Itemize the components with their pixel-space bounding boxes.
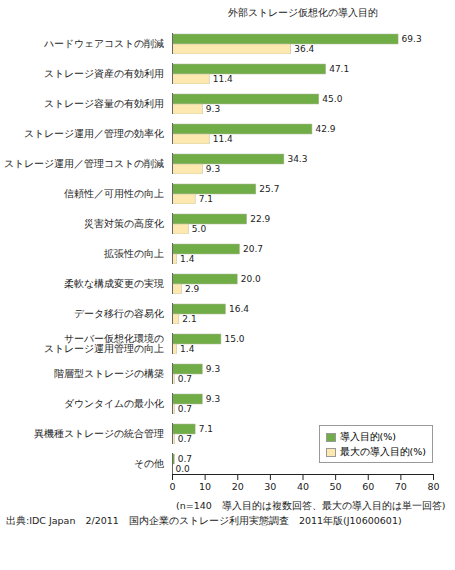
svg-text:11.4: 11.4: [213, 134, 233, 144]
svg-text:42.9: 42.9: [315, 124, 335, 134]
svg-text:25.7: 25.7: [259, 184, 279, 194]
svg-text:ストレージ運用／管理の効率化: ストレージ運用／管理の効率化: [24, 128, 164, 139]
svg-text:異機種ストレージの統合管理: 異機種ストレージの統合管理: [34, 428, 164, 439]
svg-text:22.9: 22.9: [250, 214, 270, 224]
svg-text:柔軟な構成変更の実現: 柔軟な構成変更の実現: [64, 278, 164, 289]
svg-text:9.3: 9.3: [206, 364, 220, 374]
svg-text:7.1: 7.1: [199, 424, 213, 434]
svg-text:45.0: 45.0: [322, 94, 342, 104]
svg-text:0.7: 0.7: [178, 434, 192, 444]
svg-text:40: 40: [297, 481, 309, 492]
svg-text:36.4: 36.4: [294, 44, 314, 54]
svg-text:0.7: 0.7: [178, 454, 192, 464]
svg-text:0: 0: [169, 481, 175, 492]
svg-text:34.3: 34.3: [287, 154, 307, 164]
svg-text:16.4: 16.4: [229, 304, 249, 314]
svg-text:データ移行の容易化: データ移行の容易化: [74, 308, 164, 319]
svg-text:7.1: 7.1: [199, 194, 213, 204]
svg-text:10: 10: [199, 481, 211, 492]
svg-text:47.1: 47.1: [329, 64, 349, 74]
svg-text:50: 50: [330, 481, 342, 492]
svg-text:15.0: 15.0: [224, 334, 244, 344]
svg-text:69.3: 69.3: [402, 34, 422, 44]
svg-text:拡張性の向上: 拡張性の向上: [104, 248, 164, 259]
svg-text:1.4: 1.4: [180, 344, 195, 354]
svg-text:信頼性／可用性の向上: 信頼性／可用性の向上: [64, 188, 164, 199]
svg-text:0.7: 0.7: [178, 404, 192, 414]
html-text:最大の導入目的(%): 最大の導入目的(%): [339, 446, 426, 457]
svg-text:9.3: 9.3: [206, 164, 220, 174]
svg-text:2.1: 2.1: [182, 314, 196, 324]
html-text:(n=140 導入目的は複数回答、最大の導入目的は単一回答): (n=140 導入目的は複数回答、最大の導入目的は単一回答): [176, 500, 446, 511]
svg-text:9.3: 9.3: [206, 394, 220, 404]
svg-text:20.7: 20.7: [243, 244, 263, 254]
svg-text:ストレージ資産の有効利用: ストレージ資産の有効利用: [44, 68, 164, 79]
svg-text:災害対策の高度化: 災害対策の高度化: [84, 218, 164, 229]
svg-text:2.9: 2.9: [185, 284, 200, 294]
svg-text:11.4: 11.4: [213, 74, 233, 84]
svg-text:0.7: 0.7: [178, 374, 192, 384]
svg-text:5.0: 5.0: [192, 224, 207, 234]
svg-text:9.3: 9.3: [206, 104, 220, 114]
svg-text:20.0: 20.0: [241, 274, 261, 284]
svg-text:80: 80: [427, 481, 439, 492]
svg-text:ストレージ容量の有効利用: ストレージ容量の有効利用: [44, 98, 164, 109]
svg-text:ダウンタイムの最小化: ダウンタイムの最小化: [64, 398, 164, 409]
svg-text:ハードウェアコストの削減: ハードウェアコストの削減: [43, 38, 164, 49]
html-text:導入目的(%): 導入目的(%): [339, 431, 396, 442]
html-text:出典:IDC Japan 2/2011 国内企業のストレージ: 出典:IDC Japan 2/2011 国内企業のストレージ利用実態調査 201…: [6, 515, 402, 526]
svg-text:階層型ストレージの構築: 階層型ストレージの構築: [54, 368, 164, 379]
svg-text:1.4: 1.4: [180, 254, 195, 264]
svg-text:70: 70: [395, 481, 407, 492]
svg-text:60: 60: [362, 481, 374, 492]
svg-text:その他: その他: [134, 458, 164, 469]
svg-text:ストレージ運用／管理コストの削減: ストレージ運用／管理コストの削減: [4, 158, 164, 169]
svg-text:0.0: 0.0: [176, 464, 191, 474]
svg-text:サーバー仮想化環境のストレージ運用管理の向上: サーバー仮想化環境のストレージ運用管理の向上: [44, 333, 164, 354]
html-text:外部ストレージ仮想化の導入目的: 外部ストレージ仮想化の導入目的: [227, 7, 378, 18]
svg-text:30: 30: [264, 481, 276, 492]
svg-text:20: 20: [232, 481, 244, 492]
